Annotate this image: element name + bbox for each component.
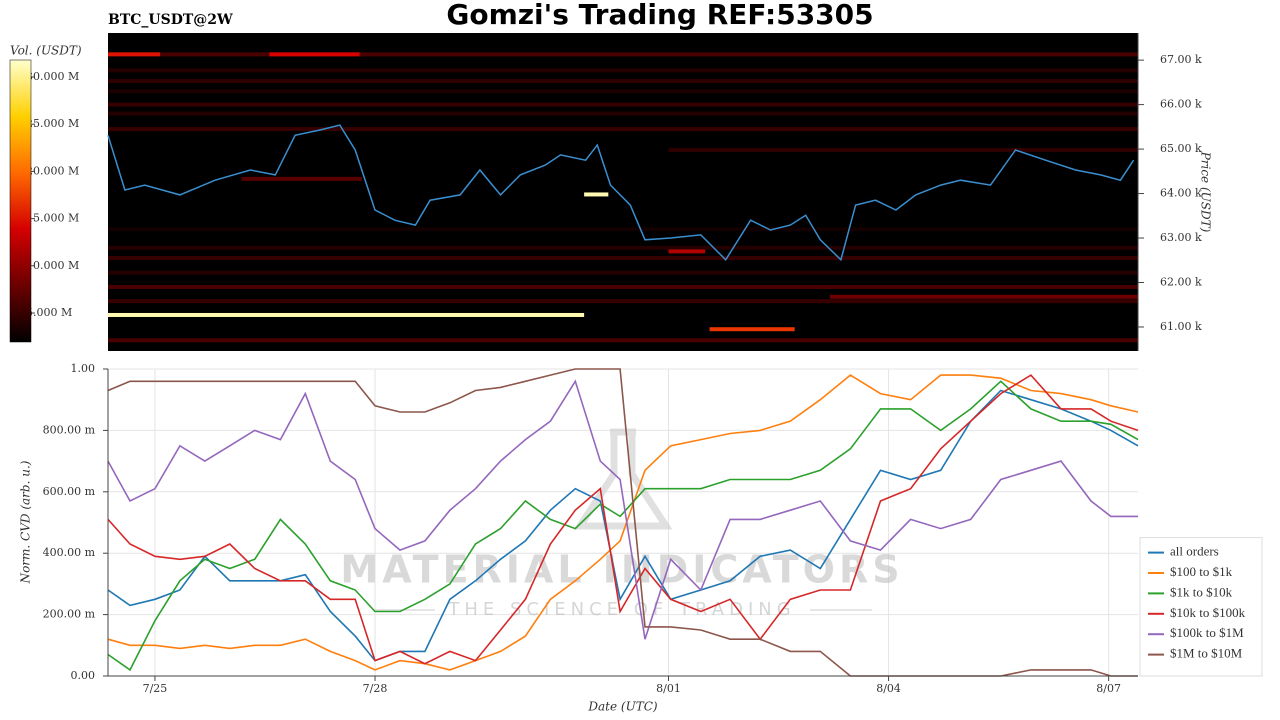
colorbar-tick-label: 30.000 M [26, 70, 79, 83]
legend-label: $1M to $10M [1170, 646, 1243, 661]
x-tick-label: 8/04 [876, 682, 901, 695]
colorbar-title: Vol. (USDT) [10, 44, 82, 58]
watermark: MATERIAL INDICATORS [340, 548, 903, 592]
heatmap-cell [108, 79, 1138, 84]
heatmap-cell [108, 127, 1138, 132]
series-line [107, 374, 1139, 665]
price-line [107, 124, 1135, 262]
colorbar-tick-label: 10.000 M [26, 259, 79, 272]
heatmap-cell [829, 294, 1138, 299]
heatmap-cell [108, 89, 1138, 94]
heatmap-cell [108, 270, 1138, 275]
y-tick-label: 66.00 k [1160, 98, 1202, 111]
y-tick-label: 600.00 m [43, 485, 96, 498]
colorbar-tick-label: 20.000 M [26, 164, 79, 177]
y-tick-label: 61.00 k [1160, 320, 1202, 333]
heatmap-cell [108, 299, 1138, 304]
y-tick-label: 200.00 m [43, 608, 96, 621]
y-tick-label: 67.00 k [1160, 53, 1202, 66]
heatmap-cell [108, 52, 161, 57]
heatmap-cell [108, 52, 1138, 57]
symbol-label: BTC_USDT@2W [108, 12, 233, 28]
heatmap-cell [108, 284, 1138, 289]
heatmap-cell [108, 245, 1138, 250]
heatmap-cell [269, 52, 360, 57]
legend-label: $10k to $100k [1170, 605, 1246, 620]
legend-label: $1k to $10k [1170, 584, 1233, 599]
y-tick-label: 400.00 m [43, 546, 96, 559]
legend-label: $100k to $1M [1170, 625, 1244, 640]
x-axis-label: Date (UTC) [587, 700, 657, 714]
x-tick-label: 7/25 [143, 682, 168, 695]
colorbar-tick-label: 25.000 M [26, 117, 79, 130]
y-tick-label: 63.00 k [1160, 231, 1202, 244]
heatmap-cell [108, 312, 585, 317]
legend-label: all orders [1170, 544, 1219, 559]
y-axis-label: Price (USDT) [1199, 151, 1213, 233]
x-tick-label: 8/01 [656, 682, 681, 695]
heatmap-cell [241, 176, 362, 181]
heatmap-cell [584, 192, 609, 197]
series-line [107, 380, 1139, 672]
series-line [107, 374, 1139, 671]
heatmap-cell [709, 327, 795, 332]
y-tick-label: 64.00 k [1160, 187, 1202, 200]
y-axis-label: Norm. CVD (arb. u.) [19, 460, 33, 584]
watermark-flask [573, 428, 673, 530]
heatmap-cell [668, 147, 1138, 152]
colorbar [9, 59, 32, 343]
x-tick-label: 7/28 [363, 682, 388, 695]
heatmap-cell [668, 249, 706, 254]
heatmap-cell [108, 102, 1138, 107]
heatmap-cell [108, 256, 1138, 261]
colorbar-tick-label: 5.000 M [26, 306, 72, 319]
legend-box [1139, 537, 1263, 677]
series-line [107, 379, 1138, 640]
series-line [107, 389, 1139, 662]
y-tick-label: 0.00 [71, 669, 96, 682]
x-tick-label: 8/07 [1096, 682, 1121, 695]
y-tick-label: 65.00 k [1160, 142, 1202, 155]
heatmap-cell [108, 227, 1138, 232]
y-tick-label: 62.00 k [1160, 276, 1202, 289]
heatmap-cell [108, 111, 1138, 116]
y-tick-label: 800.00 m [43, 423, 96, 436]
y-tick-label: 1.00 [71, 362, 96, 375]
colorbar-tick-label: 15.000 M [26, 212, 79, 225]
heatmap-cell [108, 338, 1138, 343]
heatmap-cell [108, 68, 1138, 73]
chart-title: Gomzi's Trading REF:53305 [446, 0, 873, 31]
legend-label: $100 to $1k [1170, 564, 1233, 579]
